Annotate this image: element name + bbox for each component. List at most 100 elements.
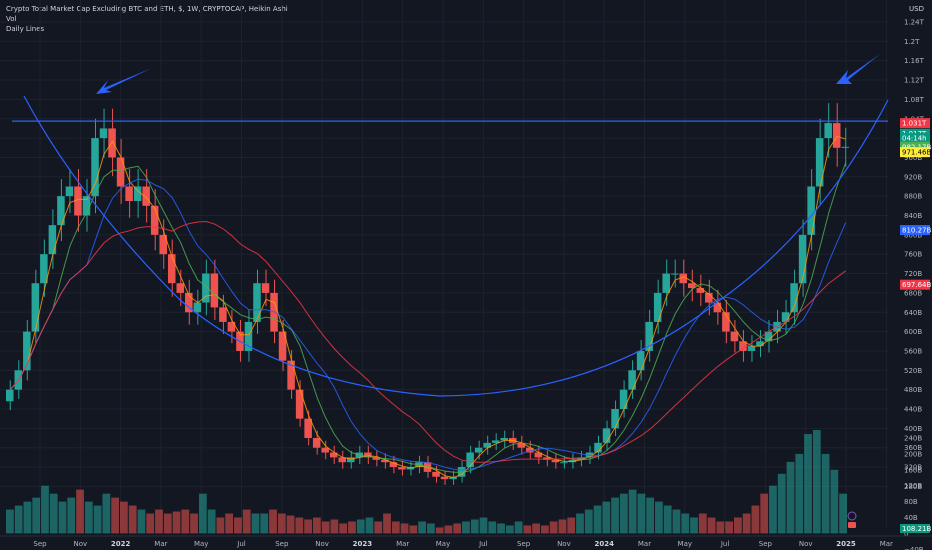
volume-label[interactable]: Vol — [6, 15, 17, 23]
volume-bar — [163, 513, 172, 534]
candle-body — [730, 331, 739, 342]
candle-body — [219, 307, 227, 322]
volume-bar — [137, 509, 146, 534]
volume-bar — [830, 469, 839, 534]
candle-body — [739, 341, 747, 351]
candle-body — [679, 273, 688, 284]
candle-body — [645, 321, 653, 351]
candle-body — [756, 341, 764, 347]
price-tick-label: 880B — [904, 193, 922, 201]
indicator-label[interactable]: Daily Lines — [6, 25, 45, 33]
candle-body — [534, 452, 543, 458]
volume-bar — [295, 517, 304, 534]
symbol-title[interactable]: Crypto Total Market Cap Excluding BTC an… — [6, 5, 288, 13]
candle-body — [560, 462, 568, 464]
time-tick-label: 2022 — [111, 540, 131, 548]
time-tick-label: Nov — [73, 540, 87, 548]
volume-bar — [567, 517, 576, 534]
volume-bar — [374, 521, 383, 534]
candle-body — [705, 292, 713, 303]
volume-bar — [418, 521, 426, 534]
price-tick-label: 840B — [904, 212, 922, 220]
volume-bar — [234, 517, 242, 534]
volume-bar — [242, 509, 251, 534]
currency-label[interactable]: USD — [909, 5, 924, 13]
candle-body — [670, 273, 679, 275]
time-tick-label: May — [436, 540, 450, 548]
volume-bar — [733, 517, 742, 534]
volume-bar — [286, 515, 295, 534]
candle-body — [227, 321, 236, 332]
candle-body — [696, 288, 705, 293]
candle-body — [841, 146, 849, 148]
candle-body — [99, 128, 108, 139]
volume-bar — [330, 519, 339, 534]
volume-bar — [479, 517, 488, 534]
volume-bar — [751, 505, 760, 534]
candle-body — [491, 440, 500, 443]
price-tick-label: 560B — [904, 347, 922, 355]
volume-bar — [646, 497, 655, 534]
volume-bar — [383, 513, 391, 534]
candle-body — [381, 459, 389, 463]
candle-body — [440, 476, 449, 480]
cup-curve — [23, 95, 889, 397]
volume-bar — [225, 513, 234, 534]
price-tick-label: 520B — [904, 367, 922, 375]
time-tick-label: Nov — [557, 540, 571, 548]
volume-bar — [619, 493, 628, 534]
price-badge-label: 971.46B — [902, 149, 931, 157]
volume-bar — [663, 505, 672, 534]
volume-bar — [348, 521, 356, 534]
candle-body — [466, 452, 474, 468]
volume-bar — [128, 505, 137, 534]
volume-bar — [742, 513, 751, 534]
candle-body — [551, 459, 560, 463]
volume-tick-label: 0 — [904, 530, 908, 538]
candle-body — [764, 331, 773, 342]
candle-body — [594, 442, 602, 453]
candle-body — [91, 138, 99, 197]
event-icon — [847, 511, 857, 521]
chart-legend: Crypto Total Market Cap Excluding BTC an… — [6, 4, 288, 34]
volume-bar — [707, 517, 716, 534]
time-tick-label: Jul — [478, 540, 488, 548]
volume-bar — [216, 517, 225, 534]
candle-body — [432, 471, 440, 477]
volume-badge — [900, 524, 930, 533]
moving-average-line — [9, 162, 847, 473]
price-tick-label: 1.08T — [904, 96, 925, 104]
volume-bar — [672, 509, 681, 534]
volume-bar — [41, 485, 49, 534]
volume-bar — [690, 517, 698, 534]
price-badge — [900, 225, 930, 236]
candle-body — [329, 452, 338, 458]
price-tick-label: 960B — [904, 154, 922, 162]
time-tick-label: Sep — [275, 540, 289, 548]
candle-body — [185, 292, 193, 313]
volume-bar — [760, 493, 769, 534]
volume-bar — [207, 509, 216, 534]
time-tick-label: Mar — [396, 540, 409, 548]
price-badge-label: 810.27B — [902, 227, 931, 235]
price-badge — [900, 279, 930, 290]
volume-bar — [532, 523, 541, 534]
candle-body — [713, 302, 722, 313]
price-tick-label: 1.24T — [904, 19, 925, 27]
price-tick-label: 800B — [904, 231, 922, 239]
time-tick-label: Mar — [154, 540, 167, 548]
candle-body — [82, 196, 91, 216]
volume-bar — [312, 517, 321, 534]
price-tick-label: 440B — [904, 406, 922, 414]
price-badge — [900, 133, 930, 144]
volume-tick-label: 120B — [904, 482, 922, 490]
time-tick-label: 2024 — [594, 540, 614, 548]
candle-body — [662, 273, 670, 293]
candle-body — [653, 292, 662, 322]
candle-body — [287, 360, 295, 390]
candle-body — [150, 205, 159, 235]
volume-bar — [795, 453, 804, 534]
volume-bar — [181, 509, 190, 534]
candle-body — [210, 273, 219, 308]
